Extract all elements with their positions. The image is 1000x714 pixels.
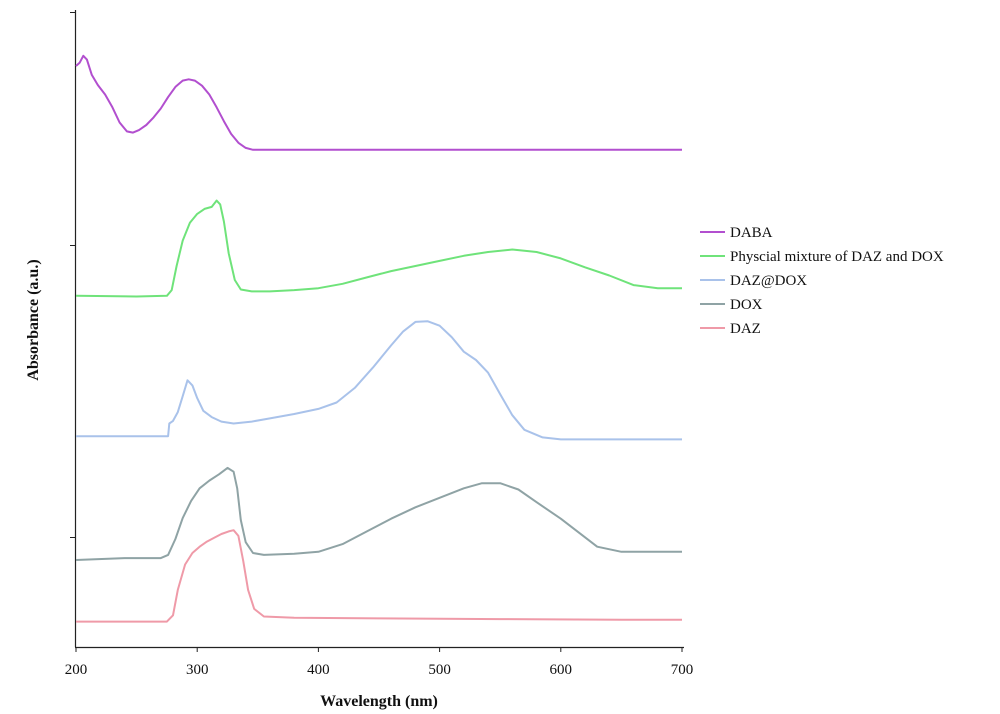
- legend-item: Physcial mixture of DAZ and DOX: [700, 249, 944, 265]
- x-tick-label: 500: [428, 662, 451, 678]
- series-line-daz-dox: [76, 320, 682, 441]
- plot-area: 200 300 400 500 600 700: [65, 10, 694, 678]
- x-axis-title: Wavelength (nm): [320, 693, 438, 710]
- x-tick-label: 300: [186, 662, 209, 678]
- legend: DABA Physcial mixture of DAZ and DOX DAZ@D…: [700, 225, 944, 337]
- legend-label: DABA: [730, 225, 773, 241]
- series-line-daz: [76, 529, 682, 623]
- series-line-daba: [75, 54, 682, 151]
- legend-label: DAZ@DOX: [730, 273, 807, 289]
- series-line-physcial-mixture-of-daz-and-dox: [75, 199, 682, 298]
- legend-item: DABA: [700, 225, 773, 241]
- x-tick-label: 200: [65, 662, 88, 678]
- x-tick-label: 600: [550, 662, 573, 678]
- y-axis-title: Absorbance (a.u.): [25, 259, 42, 380]
- series-lines: [75, 54, 682, 623]
- legend-item: DAZ: [700, 321, 761, 337]
- legend-item: DOX: [700, 297, 763, 313]
- series-line-dox: [75, 466, 682, 561]
- x-ticks: 200 300 400 500 600 700: [65, 647, 694, 678]
- legend-label: Physcial mixture of DAZ and DOX: [730, 249, 944, 265]
- legend-item: DAZ@DOX: [700, 273, 807, 289]
- x-tick-label: 700: [671, 662, 694, 678]
- legend-label: DAZ: [730, 321, 761, 337]
- legend-label: DOX: [730, 297, 763, 313]
- x-tick-label: 400: [307, 662, 330, 678]
